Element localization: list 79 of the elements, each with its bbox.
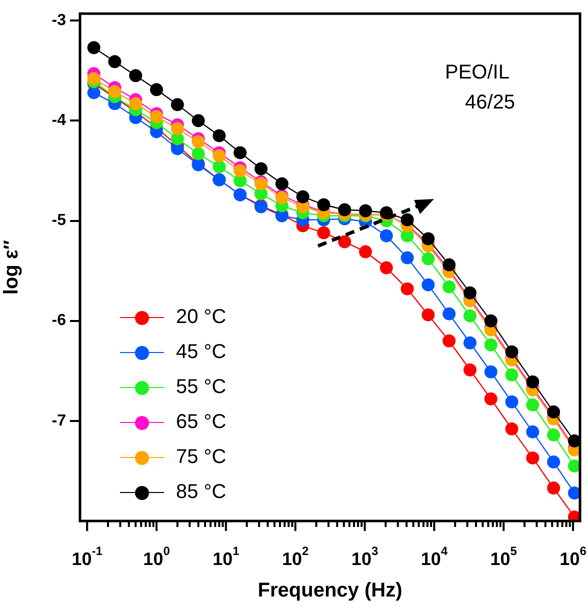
- point: [422, 278, 435, 292]
- point: [400, 282, 414, 296]
- point: [400, 251, 414, 264]
- legend-label: 55 °C: [176, 376, 226, 399]
- point: [505, 345, 518, 358]
- point: [484, 314, 498, 328]
- point: [484, 392, 498, 406]
- y-tick-label: -3: [52, 12, 66, 30]
- point: [442, 307, 456, 320]
- y-tick-label: -4: [52, 112, 66, 130]
- point: [526, 451, 540, 464]
- point: [317, 198, 330, 212]
- point: [422, 308, 435, 322]
- point: [212, 149, 226, 162]
- point: [358, 245, 372, 258]
- point: [422, 232, 435, 246]
- legend-label: 20 °C: [176, 306, 226, 329]
- point: [192, 114, 205, 128]
- point: [442, 258, 456, 272]
- point: [108, 55, 122, 68]
- point: [463, 286, 476, 300]
- annotation: 46/25: [465, 92, 516, 114]
- point: [568, 486, 580, 500]
- legend-label: 85 °C: [176, 481, 226, 504]
- x-axis-title: Frequency (Hz): [258, 580, 402, 602]
- y-tick-label: -6: [52, 312, 66, 330]
- point: [317, 226, 330, 240]
- point: [484, 338, 498, 352]
- point: [547, 481, 560, 494]
- point: [234, 146, 247, 160]
- point: [212, 129, 226, 142]
- point: [192, 135, 205, 148]
- point: [87, 41, 100, 54]
- point: [568, 434, 580, 448]
- point: [526, 425, 540, 438]
- point: [463, 363, 476, 376]
- legend-label: 45 °C: [176, 341, 226, 364]
- point: [380, 229, 393, 242]
- point: [568, 459, 580, 472]
- point: [87, 72, 100, 86]
- point: [150, 110, 164, 124]
- point: [234, 164, 247, 178]
- point: [296, 190, 310, 204]
- point: [129, 97, 142, 110]
- point: [275, 177, 288, 190]
- point: [108, 85, 122, 98]
- point: [463, 336, 476, 350]
- point: [526, 398, 540, 412]
- legend-label: 75 °C: [176, 446, 226, 469]
- point: [212, 160, 226, 174]
- point: [526, 375, 540, 388]
- annotation: PEO/IL: [445, 62, 510, 84]
- point: [338, 203, 352, 216]
- y-axis-title: log ε″: [0, 240, 23, 295]
- y-tick-label: -5: [52, 212, 66, 230]
- point: [87, 86, 100, 100]
- point: [400, 213, 414, 226]
- point: [129, 69, 142, 82]
- point: [547, 455, 560, 468]
- y-tick-label: -7: [52, 412, 66, 430]
- point: [547, 428, 560, 442]
- point: [484, 365, 498, 378]
- point: [505, 422, 518, 436]
- legend-label: 65 °C: [176, 411, 226, 434]
- point: [422, 252, 435, 266]
- point: [547, 405, 560, 418]
- point: [170, 98, 184, 112]
- point: [505, 368, 518, 382]
- point: [505, 395, 518, 408]
- point: [463, 309, 476, 322]
- point: [170, 122, 184, 136]
- point: [192, 147, 205, 160]
- point: [254, 162, 268, 176]
- point: [380, 261, 393, 274]
- point: [338, 235, 352, 248]
- point: [442, 280, 456, 294]
- point: [358, 204, 372, 218]
- point: [442, 334, 456, 348]
- point: [150, 83, 164, 96]
